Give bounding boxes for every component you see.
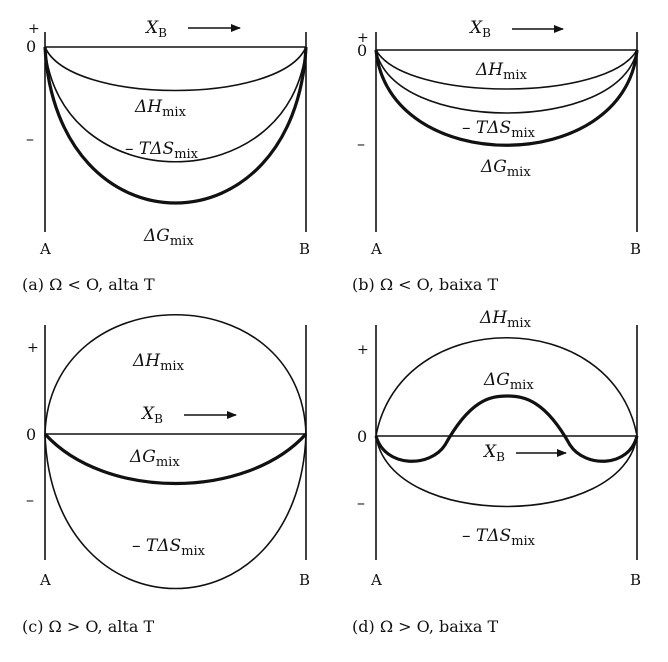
curve-dh-a bbox=[44, 46, 307, 92]
label-tds-c: – TΔSmix bbox=[132, 536, 206, 559]
curve-dg-c bbox=[43, 432, 308, 486]
caption-a: (a) Ω < O, alta T bbox=[22, 275, 155, 294]
end-label-b-left: A bbox=[370, 240, 382, 258]
zero-c: 0 bbox=[26, 425, 36, 444]
caption-b: (b) Ω < O, baixa T bbox=[352, 275, 499, 294]
plus-b: + bbox=[357, 30, 369, 46]
minus-b: – bbox=[357, 134, 365, 153]
label-dg-b: ΔGmix bbox=[480, 157, 531, 180]
zero-b: 0 bbox=[357, 41, 367, 60]
label-dh-b: ΔHmix bbox=[475, 60, 528, 83]
label-dh-c: ΔHmix bbox=[132, 351, 185, 374]
label-tds-d: – TΔSmix bbox=[462, 526, 536, 549]
label-dg-d: ΔGmix bbox=[483, 370, 534, 393]
end-label-b-right: B bbox=[630, 240, 641, 258]
end-label-d-right: B bbox=[630, 571, 641, 589]
label-dh-a: ΔHmix bbox=[134, 97, 187, 120]
label-tds-b: – TΔSmix bbox=[462, 118, 536, 141]
curve-tds-a bbox=[44, 46, 307, 163]
end-label-c-right: B bbox=[299, 571, 310, 589]
curve-tds-c bbox=[44, 433, 307, 590]
panel-d: + 0 – ΔHmix ΔGmix XB – TΔSmix A B (d) Ω … bbox=[352, 308, 641, 636]
xb-label-a: XB bbox=[144, 18, 167, 40]
minus-a: – bbox=[26, 129, 34, 148]
panel-a: + 0 – XB ΔHmix – TΔSmix ΔGmix A B (a) Ω … bbox=[22, 18, 310, 294]
minus-d: – bbox=[357, 493, 365, 512]
xb-label-b: XB bbox=[468, 18, 491, 40]
plus-d: + bbox=[357, 342, 369, 358]
curve-dg-d bbox=[374, 394, 639, 463]
panel-c: + 0 – XB ΔHmix ΔGmix – TΔSmix A B (c) Ω … bbox=[22, 313, 310, 636]
zero-d: 0 bbox=[357, 427, 367, 446]
minus-c: – bbox=[26, 490, 34, 509]
panel-b: + 0 – XB ΔHmix – TΔSmix ΔGmix A B (b) Ω … bbox=[352, 18, 641, 294]
end-label-a-right: B bbox=[299, 240, 310, 258]
curve-dg-b bbox=[374, 49, 639, 147]
label-dg-c: ΔGmix bbox=[129, 447, 180, 470]
curve-tds-b bbox=[375, 49, 638, 114]
label-dg-a: ΔGmix bbox=[143, 226, 194, 249]
end-label-c-left: A bbox=[39, 571, 51, 589]
curve-dh-d bbox=[375, 336, 638, 437]
label-tds-a: – TΔSmix bbox=[125, 139, 199, 162]
curve-dg-a bbox=[43, 46, 308, 205]
curve-dh-b bbox=[375, 49, 638, 90]
xb-label-d: XB bbox=[482, 442, 505, 464]
curve-tds-d bbox=[375, 435, 638, 508]
xb-label-c: XB bbox=[140, 404, 163, 426]
end-label-d-left: A bbox=[370, 571, 382, 589]
caption-d: (d) Ω > O, baixa T bbox=[352, 617, 499, 636]
caption-c: (c) Ω > O, alta T bbox=[22, 617, 154, 636]
end-label-a-left: A bbox=[39, 240, 51, 258]
plus-c: + bbox=[27, 340, 39, 356]
zero-a: 0 bbox=[26, 37, 36, 56]
plus-a: + bbox=[28, 21, 40, 37]
label-dh-d: ΔHmix bbox=[479, 308, 532, 331]
curve-dh-c bbox=[44, 313, 307, 435]
